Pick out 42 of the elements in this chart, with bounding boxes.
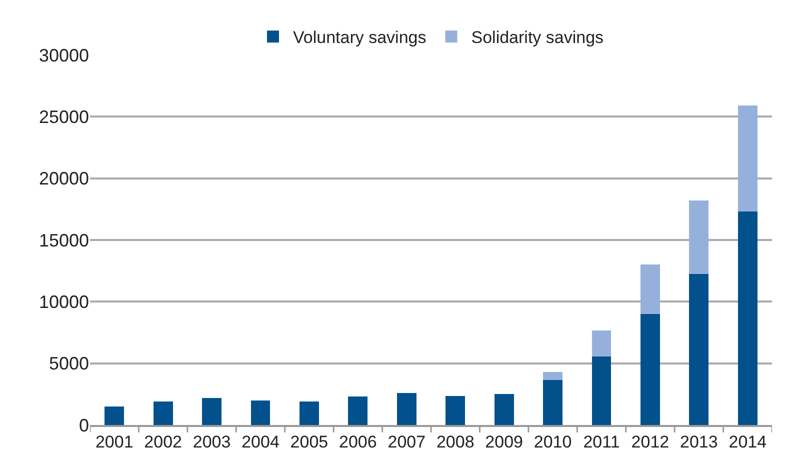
bar (299, 402, 319, 425)
x-tick-label: 2009 (485, 432, 523, 452)
y-tick-label: 20000 (38, 168, 89, 189)
y-tick-label: 5000 (48, 354, 89, 374)
bar (446, 396, 466, 425)
x-tick-label: 2001 (95, 432, 134, 452)
bar (153, 402, 173, 425)
bar (348, 396, 368, 425)
bar (689, 200, 709, 274)
bar (592, 356, 612, 425)
legend-label: Voluntary savings (293, 28, 426, 48)
bar (396, 392, 416, 425)
x-tick-label: 2007 (388, 432, 426, 452)
legend-label: Solidarity savings (471, 28, 604, 48)
x-tick-label: 2010 (534, 432, 572, 452)
bar (202, 398, 222, 425)
bar (738, 106, 758, 212)
bar (640, 264, 660, 314)
x-tick-label: 2011 (583, 432, 620, 452)
x-tick-label: 2003 (192, 432, 231, 452)
x-tick-label: 2006 (339, 432, 377, 452)
y-tick-label: 25000 (38, 106, 89, 127)
x-tick-label: 2005 (290, 432, 328, 452)
x-tick-label: 2013 (680, 432, 718, 452)
bar (543, 372, 563, 380)
bar (689, 274, 709, 425)
bar (494, 394, 514, 425)
bar (640, 314, 660, 425)
y-tick-label: 15000 (38, 230, 89, 250)
x-tick-label: 2004 (242, 432, 280, 452)
y-tick-label: 10000 (38, 292, 89, 312)
bar (543, 380, 563, 425)
x-tick-label: 2008 (436, 432, 474, 452)
bar (592, 330, 612, 357)
x-tick-label: 2014 (728, 432, 767, 452)
y-tick-label: 0 (78, 415, 89, 436)
bar (104, 406, 124, 425)
bar (250, 400, 270, 425)
y-tick-label: 30000 (38, 45, 89, 66)
bar (738, 212, 758, 425)
x-tick-label: 2002 (144, 432, 182, 452)
x-tick-label: 2012 (631, 432, 670, 452)
